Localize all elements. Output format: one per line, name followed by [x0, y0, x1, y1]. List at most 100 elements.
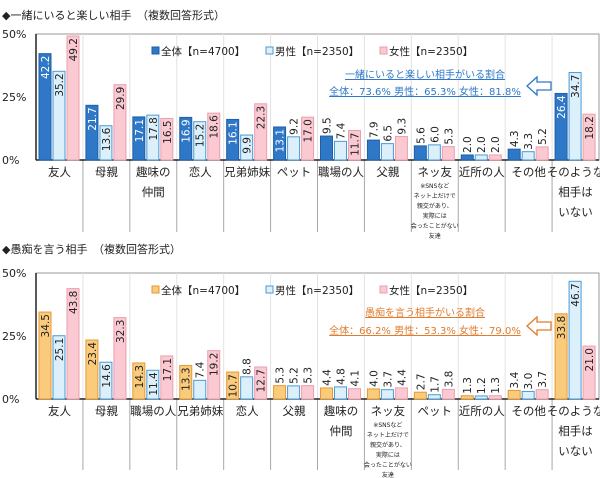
data-label: 4.1: [350, 370, 362, 387]
data-label: 7.4: [195, 361, 207, 378]
data-label: 9.3: [396, 118, 408, 135]
data-label: 5.3: [443, 128, 455, 145]
y-tick-label: 0%: [2, 154, 19, 167]
category-label: その他: [511, 165, 546, 179]
data-label: 17.1: [162, 358, 174, 381]
y-tick-label: 25%: [2, 91, 26, 104]
data-label: 8.8: [242, 358, 254, 375]
bar-2: [193, 379, 207, 400]
data-label: 16.9: [181, 119, 193, 142]
category-label: 仲間: [142, 185, 165, 199]
category-label: 職場の人: [130, 404, 176, 418]
bar-3: [582, 345, 596, 400]
bar-3: [441, 146, 455, 161]
category-note: 友達: [382, 471, 394, 478]
bar-1: [554, 313, 568, 400]
data-label: 35.2: [54, 73, 66, 96]
category-label: 趣味の: [136, 165, 171, 179]
legend-label: 全体【n=4700】: [161, 284, 245, 297]
data-label: 9.5: [322, 117, 334, 134]
data-label: 15.2: [195, 124, 207, 147]
bar-3: [207, 112, 221, 161]
bar-1: [460, 395, 474, 400]
bar-3: [160, 117, 174, 161]
data-label: 9.9: [242, 137, 254, 154]
category-label: いない: [558, 205, 593, 219]
category-label: 職場の人: [318, 165, 364, 179]
data-label: 32.3: [115, 320, 127, 343]
data-label: 18.2: [584, 116, 596, 139]
bar-1: [507, 389, 521, 400]
legend-label: 女性【n=2350】: [389, 45, 473, 58]
data-label: 10.7: [228, 374, 240, 397]
category-note: 親交があり、: [370, 441, 406, 449]
annotation-heading: 愚痴を言う相手がいる割合: [365, 306, 485, 319]
y-tick-label: 50%: [2, 267, 26, 280]
data-label: 6.5: [382, 125, 394, 142]
category-label: ペット: [277, 165, 312, 179]
data-label: 4.8: [336, 368, 348, 385]
bar-1: [273, 385, 287, 400]
bar-2: [240, 376, 254, 400]
bar-2: [427, 394, 441, 400]
data-label: 9.2: [289, 118, 301, 135]
bar-2: [99, 361, 113, 400]
category-note: ※SNSなど: [420, 182, 449, 190]
legend-swatch: [265, 46, 274, 55]
category-label: 友人: [48, 404, 71, 418]
data-label: 12.7: [256, 369, 268, 392]
bar-2: [521, 390, 535, 400]
category-label: そのような: [547, 404, 600, 418]
arrow-left-icon: [526, 75, 552, 97]
data-label: 14.3: [134, 365, 146, 388]
data-label: 7.9: [368, 121, 380, 138]
bar-1: [132, 362, 146, 400]
bar-1: [554, 92, 568, 161]
bar-2: [146, 369, 160, 400]
data-label: 11.7: [350, 133, 362, 156]
bar-2: [521, 151, 535, 161]
data-label: 26.4: [556, 95, 568, 119]
category-label: そのような: [547, 165, 600, 179]
category-label: 兄弟姉妹: [177, 404, 223, 418]
category-label: 父親: [283, 404, 306, 418]
bar-3: [535, 389, 549, 400]
bar-2: [568, 280, 582, 400]
bar-2: [146, 114, 160, 161]
data-label: 5.6: [415, 127, 427, 144]
bar-2: [287, 136, 301, 161]
legend-swatch: [379, 46, 388, 55]
y-tick-label: 50%: [2, 28, 26, 41]
annotation-summary: 全体：73.6% 男性：65.3% 女性：81.8%: [329, 85, 521, 98]
bar-1: [273, 126, 287, 161]
category-label: 友人: [48, 165, 71, 179]
chart-title: ◆愚痴を言う相手 （複数回答形式）: [2, 242, 181, 256]
data-label: 17.1: [134, 119, 146, 142]
data-label: 5.3: [275, 367, 287, 384]
data-label: 21.7: [87, 107, 99, 130]
data-label: 13.6: [101, 127, 113, 151]
data-label: 3.7: [537, 371, 549, 388]
data-label: 18.6: [209, 115, 221, 139]
bar-3: [66, 35, 80, 161]
data-label: 46.7: [570, 283, 582, 306]
category-label: 恋人: [189, 165, 212, 179]
bar-1: [38, 311, 52, 400]
category-note: 実際には: [423, 212, 447, 220]
data-label: 22.3: [256, 106, 268, 129]
data-label: 33.8: [556, 316, 568, 339]
data-label: 1.7: [429, 376, 441, 393]
data-label: 3.8: [443, 371, 455, 388]
category-note: ※SNSなど: [373, 421, 402, 429]
category-label: 恋人: [236, 404, 259, 418]
bar-1: [413, 391, 427, 400]
legend-label: 男性【n=2350】: [275, 45, 359, 58]
data-label: 2.0: [490, 136, 502, 153]
data-label: 4.3: [509, 130, 521, 147]
bar-2: [334, 140, 347, 161]
bar-1: [226, 118, 240, 161]
data-label: 25.1: [54, 338, 66, 361]
bar-3: [66, 288, 80, 400]
bar-1: [413, 145, 427, 161]
category-label: ネッ友: [418, 165, 453, 179]
